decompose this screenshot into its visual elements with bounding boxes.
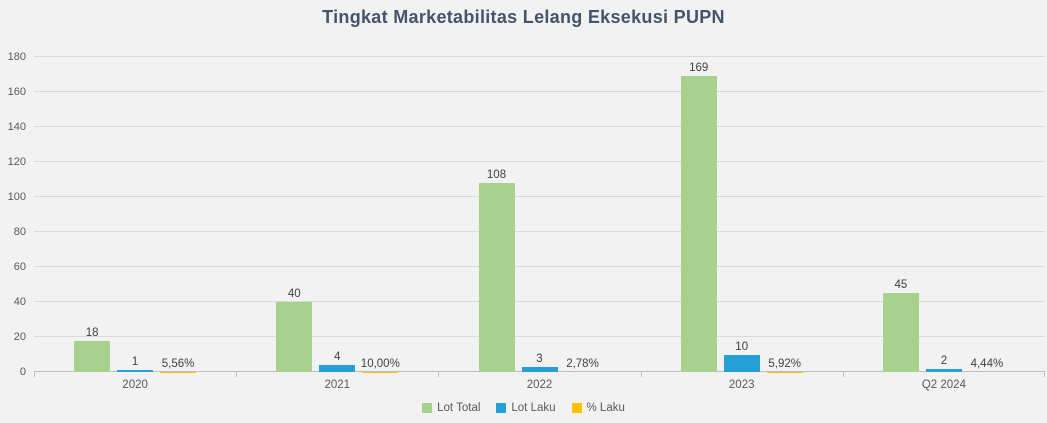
data-label: 2,78%	[566, 357, 599, 370]
data-label: 169	[689, 62, 709, 75]
legend-label: Lot Laku	[511, 402, 556, 414]
legend-swatch-icon	[422, 403, 433, 413]
data-label: 1	[131, 356, 139, 369]
y-tick-label: 80	[13, 226, 26, 239]
bar	[521, 366, 558, 372]
y-tick-label: 0	[19, 366, 26, 378]
bar-slot: 40	[276, 57, 313, 372]
x-category-label: Q2 2024	[921, 379, 966, 391]
data-label: 45	[894, 279, 908, 292]
bar	[723, 354, 760, 372]
bar-group: 18 1 5,56%	[34, 57, 236, 372]
legend-label: % Laku	[586, 402, 625, 414]
gridline	[34, 336, 1045, 338]
bar	[680, 76, 717, 372]
x-axis-tick	[236, 372, 238, 377]
x-axis: 2020 2021 2022 2023 Q2 2024	[0, 379, 1047, 391]
legend-item: % Laku	[571, 402, 625, 414]
data-label: 10,00%	[360, 357, 400, 370]
bar-slot: 108	[478, 57, 515, 372]
legend-swatch-icon	[571, 403, 582, 413]
data-label: 3	[536, 352, 543, 365]
x-category-label: 2022	[526, 379, 553, 391]
data-label: 2	[940, 354, 948, 367]
bar-group: 169 10 5,92%	[641, 57, 843, 372]
chart-title: Tingkat Marketabilitas Lelang Eksekusi P…	[322, 7, 725, 27]
data-label: 5,92%	[768, 357, 801, 370]
y-tick-label: 180	[7, 51, 26, 63]
y-tick-label: 40	[13, 296, 26, 309]
bar-slot: 10	[723, 57, 760, 372]
y-tick-label: 60	[13, 261, 26, 273]
bar	[478, 183, 515, 372]
bar-group: 108 3 2,78%	[438, 57, 640, 372]
gridline	[34, 161, 1045, 162]
y-tick-label: 100	[7, 191, 26, 203]
x-axis-labels: 2020 2021 2022 2023 Q2 2024	[34, 379, 1045, 391]
data-label: 18	[85, 326, 99, 339]
legend-item: Lot Laku	[496, 402, 556, 414]
x-axis-tick	[438, 372, 440, 377]
y-tick-label: 160	[7, 86, 26, 99]
bar-slot: 5,92%	[766, 57, 803, 372]
gridline	[34, 196, 1045, 197]
bar-slot: 4	[319, 57, 356, 372]
legend-item: Lot Total	[422, 402, 480, 414]
y-tick-label: 20	[13, 331, 26, 344]
y-axis-labels: 0 20 40 60 80 100 120 140 160 180	[0, 51, 34, 378]
bar	[925, 368, 962, 372]
gridline	[34, 231, 1045, 233]
data-label: 40	[287, 288, 301, 301]
gridline	[34, 91, 1045, 93]
x-axis-tick	[34, 372, 35, 377]
bar-slot: 169	[680, 57, 717, 372]
x-axis-tick	[1044, 372, 1045, 377]
bar	[276, 302, 313, 372]
x-category-label: 2023	[728, 379, 755, 391]
y-tick-label: 120	[7, 156, 26, 168]
gridline	[34, 56, 1045, 57]
bar	[74, 340, 111, 372]
bar	[117, 370, 154, 372]
legend-swatch-icon	[496, 403, 507, 413]
x-category-label: 2021	[324, 379, 351, 391]
x-axis-spacer	[0, 379, 34, 391]
data-label: 5,56%	[161, 357, 195, 370]
y-tick-label: 140	[7, 121, 26, 133]
bar-slot: 18	[74, 57, 111, 372]
bar-slot: 2,78%	[564, 57, 601, 372]
legend-label: Lot Total	[437, 402, 481, 414]
bar-group: 45 2 4,44%	[843, 57, 1045, 372]
x-category-label: 2020	[122, 379, 148, 391]
bar-groups: 18 1 5,56% 40 4 10,00% 108 3 2,78% 169 10 5,92% 45 2 4…	[34, 57, 1045, 372]
x-axis-tick	[842, 372, 844, 377]
bar-slot: 3	[521, 57, 558, 372]
gridline	[34, 126, 1045, 127]
bar-slot: 5,56%	[160, 57, 197, 372]
plot-row: 0 20 40 60 80 100 120 140 160 180 18 1 5,56% 40 4 10,0…	[0, 51, 1047, 378]
gridline	[34, 266, 1045, 267]
bar-group: 40 4 10,00%	[236, 57, 438, 372]
bar-slot: 2	[925, 57, 962, 372]
bar-slot: 1	[117, 57, 154, 372]
bar	[319, 365, 356, 372]
bar-slot: 45	[882, 57, 919, 372]
legend: Lot Total Lot Laku % Laku	[0, 402, 1047, 414]
bar-slot: 10,00%	[360, 57, 400, 372]
bar-slot: 4,44%	[968, 57, 1005, 372]
plot-area: 18 1 5,56% 40 4 10,00% 108 3 2,78% 169 10 5,92% 45 2 4…	[34, 56, 1045, 377]
x-axis-tick	[640, 372, 642, 377]
data-label: 4	[334, 351, 341, 364]
data-label: 108	[486, 169, 507, 181]
data-label: 10	[735, 340, 749, 353]
data-label: 4,44%	[970, 357, 1004, 370]
gridline	[34, 301, 1045, 303]
bar	[882, 293, 919, 372]
